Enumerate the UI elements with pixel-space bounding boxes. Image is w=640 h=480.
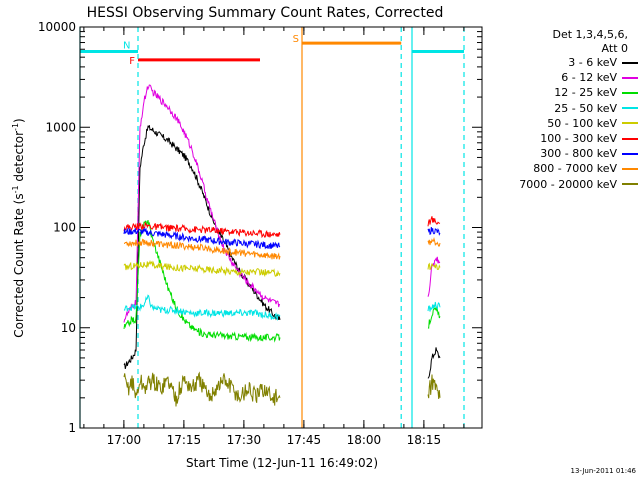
mode-bar-label-1: N (123, 40, 130, 51)
legend-item: 6 - 12 keV (478, 70, 638, 85)
legend-label: 7000 - 20000 keV (519, 177, 617, 191)
legend-label: 100 - 300 keV (540, 132, 617, 146)
x-tick-label-4: 18:00 (347, 433, 382, 447)
legend-item: 50 - 100 keV (478, 116, 638, 131)
y-tick-label-3: 1000 (45, 120, 76, 134)
legend-item: 800 - 7000 keV (478, 161, 638, 176)
series-line-8-0 (123, 371, 281, 407)
y-axis-label-suffix: ) (12, 118, 26, 123)
legend-swatch (622, 137, 638, 140)
series-line-5-1 (427, 216, 441, 227)
legend-label: 3 - 6 keV (568, 56, 617, 70)
series-line-2-0 (123, 219, 281, 343)
x-tick-label-5: 18:15 (407, 433, 442, 447)
legend-swatch (622, 91, 638, 94)
y-tick-label-1: 10 (61, 321, 76, 335)
series-line-4-1 (427, 262, 441, 270)
series-line-5-0 (123, 222, 281, 239)
legend-title: Det 1,3,4,5,6, Att 0 (552, 28, 628, 56)
x-tick-label-1: 17:15 (167, 433, 202, 447)
plot-frame (79, 26, 483, 429)
mode-bar-label-3: S (293, 34, 299, 45)
chart-title: HESSI Observing Summary Count Rates, Cor… (87, 5, 444, 21)
series-line-6-1 (427, 227, 441, 236)
legend-item: 3 - 6 keV (478, 55, 638, 70)
timestamp: 13-Jun-2011 01:46 (570, 467, 637, 475)
legend-item: 7000 - 20000 keV (478, 177, 638, 192)
y-axis-label-mid: detector (12, 131, 26, 186)
legend-item: 300 - 800 keV (478, 146, 638, 161)
y-tick-label-0: 1 (68, 421, 76, 435)
series-line-8-1 (427, 374, 441, 400)
legend-label: 25 - 50 keV (554, 101, 617, 115)
legend-swatch (622, 61, 638, 64)
legend-title-line1: Det 1,3,4,5,6, (552, 28, 628, 41)
legend-label: 12 - 25 keV (554, 86, 617, 100)
series-line-1-0 (123, 84, 281, 323)
legend-label: 50 - 100 keV (547, 116, 617, 130)
legend-item: 100 - 300 keV (478, 131, 638, 146)
y-axis-label-prefix: Corrected Count Rate (s (12, 193, 26, 337)
y-axis-label-exp1: -1 (11, 185, 20, 193)
y-axis-ticks: 1 10 100 1000 10000 (38, 20, 482, 435)
series-line-3-0 (123, 294, 281, 322)
series-lines (123, 84, 441, 407)
legend-swatch (622, 107, 638, 110)
legend-item: 12 - 25 keV (478, 85, 638, 100)
mode-bar-label-2: F (129, 56, 135, 67)
y-axis-label: Corrected Count Rate (s-1 detector-1) (11, 118, 26, 337)
legend-swatch (622, 183, 638, 186)
series-line-2-1 (427, 306, 441, 329)
series-line-7-1 (427, 236, 441, 247)
series-line-3-1 (427, 301, 441, 312)
x-axis-ticks: 17:00 17:15 17:30 17:45 18:00 18:15 (83, 27, 465, 447)
legend-title-line2: Att 0 (601, 42, 628, 55)
legend-swatch (622, 122, 638, 125)
legend-swatch (622, 152, 638, 155)
x-tick-label-2: 17:30 (227, 433, 262, 447)
series-line-4-0 (123, 260, 281, 278)
y-tick-label-4: 10000 (38, 20, 76, 34)
legend-label: 6 - 12 keV (561, 71, 617, 85)
series-line-1-1 (427, 256, 441, 297)
series-line-0-1 (427, 347, 441, 379)
legend: 3 - 6 keV 6 - 12 keV 12 - 25 keV 25 - 50 ke… (478, 55, 638, 192)
legend-item: 25 - 50 keV (478, 101, 638, 116)
series-line-6-0 (123, 227, 281, 250)
legend-label: 300 - 800 keV (540, 147, 617, 161)
legend-label: 800 - 7000 keV (533, 162, 617, 176)
x-axis-label: Start Time (12-Jun-11 16:49:02) (186, 456, 378, 470)
y-axis-label-exp2: -1 (11, 123, 20, 131)
observing-mode-bars: NF S (80, 34, 464, 67)
legend-swatch (622, 167, 638, 170)
x-tick-label-3: 17:45 (287, 433, 322, 447)
legend-swatch (622, 76, 638, 79)
series-line-0-0 (123, 125, 281, 370)
series-line-7-0 (124, 238, 281, 260)
x-tick-label-0: 17:00 (107, 433, 142, 447)
y-tick-label-2: 100 (53, 221, 76, 235)
